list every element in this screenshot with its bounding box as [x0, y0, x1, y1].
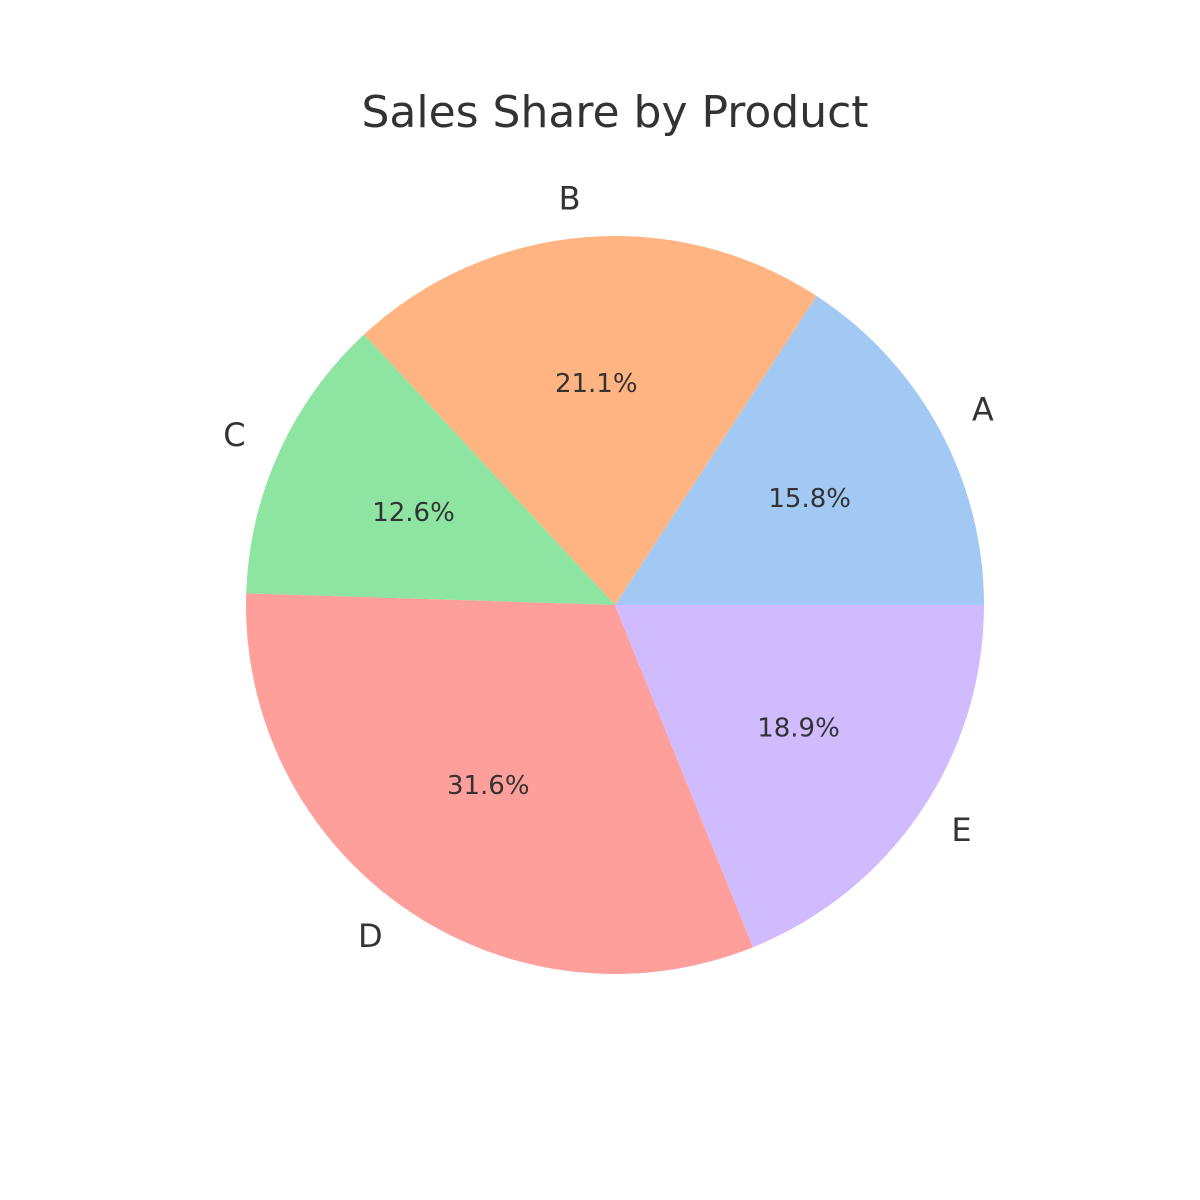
chart-title: Sales Share by Product: [361, 87, 868, 138]
slice-label-a: A: [972, 391, 994, 429]
percent-label-b: 21.1%: [555, 369, 638, 399]
pie-labels: A 15.8% B 21.1% C 12.6% D 31.6% E 18.9%: [223, 180, 994, 955]
percent-label-c: 12.6%: [372, 498, 455, 528]
percent-label-a: 15.8%: [768, 484, 851, 514]
slice-label-b: B: [559, 180, 581, 218]
pie-slice-a: [615, 295, 984, 605]
percent-label-e: 18.9%: [757, 713, 840, 743]
pie-slices: [246, 236, 984, 975]
slice-label-e: E: [951, 811, 971, 849]
percent-label-d: 31.6%: [447, 771, 530, 801]
pie-slice-d: [246, 593, 753, 975]
pie-slice-e: [615, 605, 984, 948]
slice-label-d: D: [358, 917, 383, 955]
pie-slice-c: [246, 334, 616, 605]
pie-slice-b: [364, 236, 817, 606]
slice-label-c: C: [223, 416, 245, 454]
